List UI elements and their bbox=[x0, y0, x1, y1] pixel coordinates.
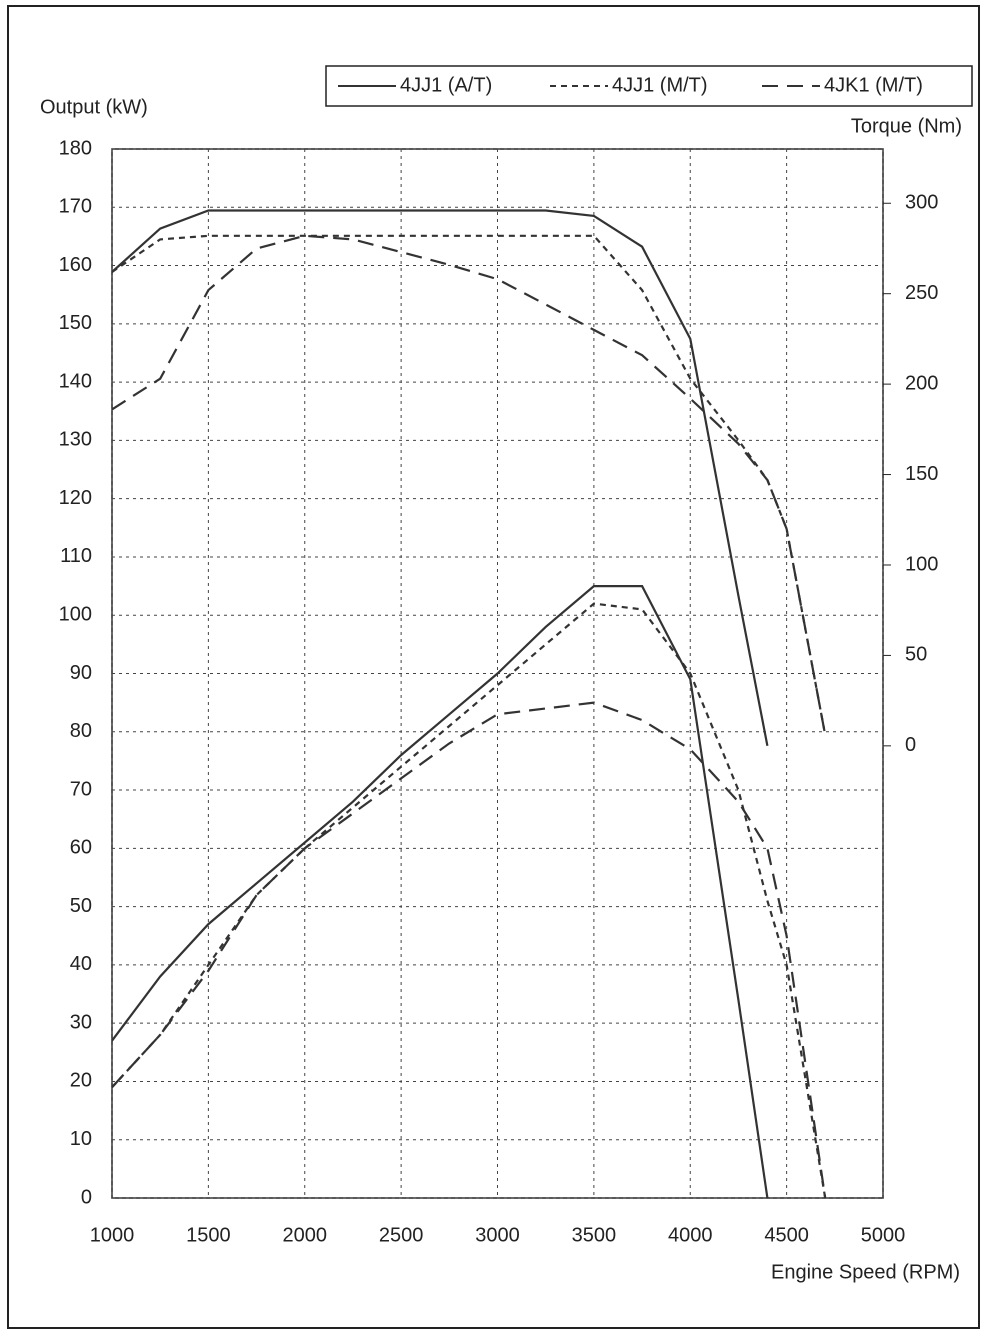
y2-tick-label: 0 bbox=[905, 734, 916, 756]
x-tick-label: 1500 bbox=[186, 1224, 231, 1246]
x-tick-label: 2000 bbox=[283, 1224, 328, 1246]
y-tick-label: 90 bbox=[70, 662, 92, 684]
x-tick-label: 3500 bbox=[572, 1224, 617, 1246]
y-tick-label: 0 bbox=[81, 1186, 92, 1208]
y-tick-label: 130 bbox=[59, 429, 92, 451]
legend-box bbox=[325, 65, 973, 107]
legend-label: 4JJ1 (M/T) bbox=[612, 74, 708, 96]
power-line bbox=[111, 602, 827, 1199]
legend-label: 4JJ1 (A/T) bbox=[400, 74, 492, 96]
x-tick-label: 3000 bbox=[475, 1224, 520, 1246]
y-tick-label: 180 bbox=[59, 137, 92, 159]
y-tick-label: 120 bbox=[59, 487, 92, 509]
x-tick-label: 1000 bbox=[90, 1224, 135, 1246]
x-tick-label: 2500 bbox=[379, 1224, 424, 1246]
y2-tick-label: 50 bbox=[905, 644, 927, 666]
power-line bbox=[111, 585, 769, 1199]
y2-tick-label: 100 bbox=[905, 553, 938, 575]
y2-tick-label: 150 bbox=[905, 463, 938, 485]
y-tick-label: 10 bbox=[70, 1128, 92, 1150]
y-tick-label: 160 bbox=[59, 254, 92, 276]
y-tick-label: 40 bbox=[70, 953, 92, 975]
legend-label: 4JK1 (M/T) bbox=[824, 74, 923, 96]
x-axis-label: Engine Speed (RPM) bbox=[771, 1261, 960, 1283]
x-tick-label: 4500 bbox=[764, 1224, 809, 1246]
y2-axis-label: Torque (Nm) bbox=[851, 115, 962, 137]
power-line bbox=[111, 701, 827, 1199]
torque-line bbox=[111, 234, 827, 736]
x-tick-label: 4000 bbox=[668, 1224, 713, 1246]
y-tick-label: 100 bbox=[59, 604, 92, 626]
y-tick-label: 150 bbox=[59, 312, 92, 334]
y-tick-label: 110 bbox=[60, 545, 92, 567]
y-tick-label: 70 bbox=[70, 778, 92, 800]
frame bbox=[7, 5, 980, 1329]
x-tick-label: 5000 bbox=[861, 1224, 906, 1246]
torque-line bbox=[111, 234, 827, 736]
y2-tick-label: 200 bbox=[905, 372, 938, 394]
y-tick-label: 170 bbox=[59, 196, 92, 218]
y2-tick-label: 250 bbox=[905, 282, 938, 304]
y-tick-label: 140 bbox=[59, 370, 92, 392]
y-tick-label: 50 bbox=[70, 895, 92, 917]
y-axis-label: Output (kW) bbox=[40, 96, 148, 118]
y-tick-label: 60 bbox=[70, 837, 92, 859]
y-tick-label: 80 bbox=[70, 720, 92, 742]
y2-tick-label: 300 bbox=[905, 192, 938, 214]
y-tick-label: 30 bbox=[70, 1011, 92, 1033]
y-tick-label: 20 bbox=[70, 1070, 92, 1092]
torque-line bbox=[111, 209, 769, 747]
